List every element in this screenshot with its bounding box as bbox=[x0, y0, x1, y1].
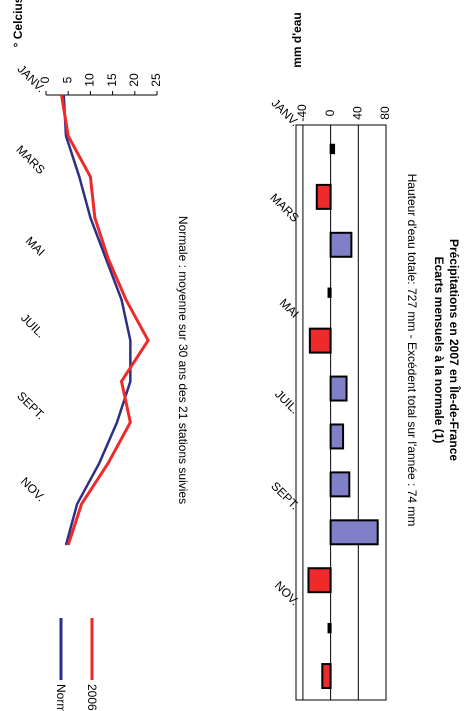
bar-x-tick-label: JUIL. bbox=[272, 387, 302, 417]
bar-x-tick-label: MAI bbox=[277, 296, 302, 321]
line-x-tick-label: MARS bbox=[13, 143, 47, 177]
bar-y-tick-label: 80 bbox=[378, 106, 392, 120]
line-y-tick-label: 20 bbox=[127, 73, 141, 87]
bar-aout bbox=[329, 471, 351, 498]
line-y-tick-label: 25 bbox=[149, 73, 163, 87]
line-y-tick-label: 0 bbox=[38, 76, 52, 83]
line-x-tick-label: NOV. bbox=[18, 474, 48, 504]
line-series-2006 bbox=[60, 94, 150, 546]
bar-y-tick-label: 0 bbox=[323, 109, 337, 116]
rotated-figure: Précipitations en 2007 en Île-de-France … bbox=[11, 0, 462, 711]
line-y-tick-label: 5 bbox=[60, 76, 74, 83]
bar-plot-frame bbox=[295, 124, 387, 701]
bar-mai bbox=[308, 327, 332, 354]
bar-nov bbox=[327, 622, 332, 634]
legend-label-2006: 2006 bbox=[85, 684, 99, 711]
bar-avr bbox=[327, 287, 332, 298]
bar-fev bbox=[315, 183, 332, 210]
bar-mars bbox=[329, 231, 353, 258]
line-y-tick-label: 10 bbox=[83, 73, 97, 87]
bar-sept bbox=[329, 519, 379, 546]
line-x-tick-label: JUIL. bbox=[18, 311, 48, 341]
bar-janv bbox=[329, 143, 336, 155]
bar-chart-y-label: mm d'eau bbox=[290, 12, 304, 68]
bar-y-tick-label: -40 bbox=[295, 104, 309, 122]
legend: Norm 2006 bbox=[54, 618, 99, 711]
bar-x-tick-label: NOV. bbox=[272, 578, 302, 608]
line-series-norm bbox=[62, 94, 132, 546]
bar-juin bbox=[329, 375, 348, 402]
line-chart-note: Normale : moyenne sur 30 ans des 21 stat… bbox=[176, 216, 190, 504]
bar-chart-subtitle: Ecarts mensuels à la normale (1) bbox=[432, 257, 446, 444]
line-x-tick-label: MAI bbox=[23, 234, 48, 259]
bar-chart-title: Précipitations en 2007 en Île-de-France bbox=[447, 239, 462, 461]
bar-chart-note: Hauteur d'eau totale: 727 mm - Excédent … bbox=[405, 174, 419, 527]
line-y-tick-label: 15 bbox=[105, 73, 119, 87]
line-chart-y-label: ° Celcius bbox=[11, 0, 25, 47]
bar-oct bbox=[307, 567, 332, 594]
bar-dec bbox=[321, 663, 332, 690]
bar-y-tick-label: 40 bbox=[350, 106, 364, 120]
bar-juil bbox=[329, 423, 345, 450]
bar-x-tick-label: SEPT. bbox=[268, 479, 301, 512]
line-x-tick-label: SEPT. bbox=[14, 389, 47, 422]
bar-x-tick-label: MARS bbox=[267, 191, 301, 225]
legend-label-norm: Norm bbox=[54, 684, 68, 711]
